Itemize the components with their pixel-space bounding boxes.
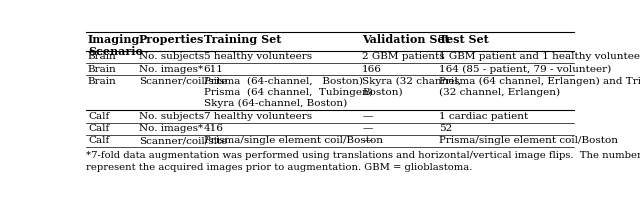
- Text: 5 healthy volunteers: 5 healthy volunteers: [204, 52, 312, 61]
- Text: No. images*: No. images*: [139, 65, 203, 74]
- Text: 52: 52: [439, 124, 452, 133]
- Text: Calf: Calf: [88, 136, 109, 145]
- Text: Test Set: Test Set: [439, 34, 489, 44]
- Text: Brain: Brain: [88, 65, 116, 74]
- Text: Scanner/coil/site: Scanner/coil/site: [139, 136, 227, 145]
- Text: 611: 611: [204, 65, 223, 74]
- Text: 2 GBM patients: 2 GBM patients: [362, 52, 445, 61]
- Text: No. images*: No. images*: [139, 124, 203, 133]
- Text: Scanner/coil/site: Scanner/coil/site: [139, 77, 227, 86]
- Text: Imaging
Scenario: Imaging Scenario: [88, 34, 143, 57]
- Text: 166: 166: [362, 65, 382, 74]
- Text: 1 cardiac patient: 1 cardiac patient: [439, 112, 529, 121]
- Text: Training Set: Training Set: [204, 34, 281, 44]
- Text: Skyra (32 channel,
Boston): Skyra (32 channel, Boston): [362, 77, 461, 97]
- Text: 7 healthy volunteers: 7 healthy volunteers: [204, 112, 312, 121]
- Text: Properties: Properties: [139, 34, 204, 44]
- Text: Prisma/single element coil/Boston: Prisma/single element coil/Boston: [439, 136, 618, 145]
- Text: Prisma  (64-channel,   Boston)
Prisma  (64 channel,  Tubingen)
Skyra (64-channel: Prisma (64-channel, Boston) Prisma (64 c…: [204, 77, 372, 108]
- Text: Calf: Calf: [88, 124, 109, 133]
- Text: Prisma/single element coil/Boston: Prisma/single element coil/Boston: [204, 136, 383, 145]
- Text: No. subjects: No. subjects: [139, 52, 204, 61]
- Text: —: —: [362, 136, 372, 145]
- Text: —: —: [362, 112, 372, 121]
- Text: 416: 416: [204, 124, 223, 133]
- Text: Prisma (64 channel, Erlangen) and Trio
(32 channel, Erlangen): Prisma (64 channel, Erlangen) and Trio (…: [439, 77, 640, 97]
- Text: Validation Set: Validation Set: [362, 34, 450, 44]
- Text: Brain: Brain: [88, 52, 116, 61]
- Text: Calf: Calf: [88, 112, 109, 121]
- Text: 164 (85 - patient, 79 - volunteer): 164 (85 - patient, 79 - volunteer): [439, 65, 611, 74]
- Text: Brain: Brain: [88, 77, 116, 86]
- Text: 1 GBM patient and 1 healthy volunteer: 1 GBM patient and 1 healthy volunteer: [439, 52, 640, 61]
- Text: No. subjects: No. subjects: [139, 112, 204, 121]
- Text: —: —: [362, 124, 372, 133]
- Text: *7-fold data augmentation was performed using translations and horizontal/vertic: *7-fold data augmentation was performed …: [86, 151, 640, 172]
